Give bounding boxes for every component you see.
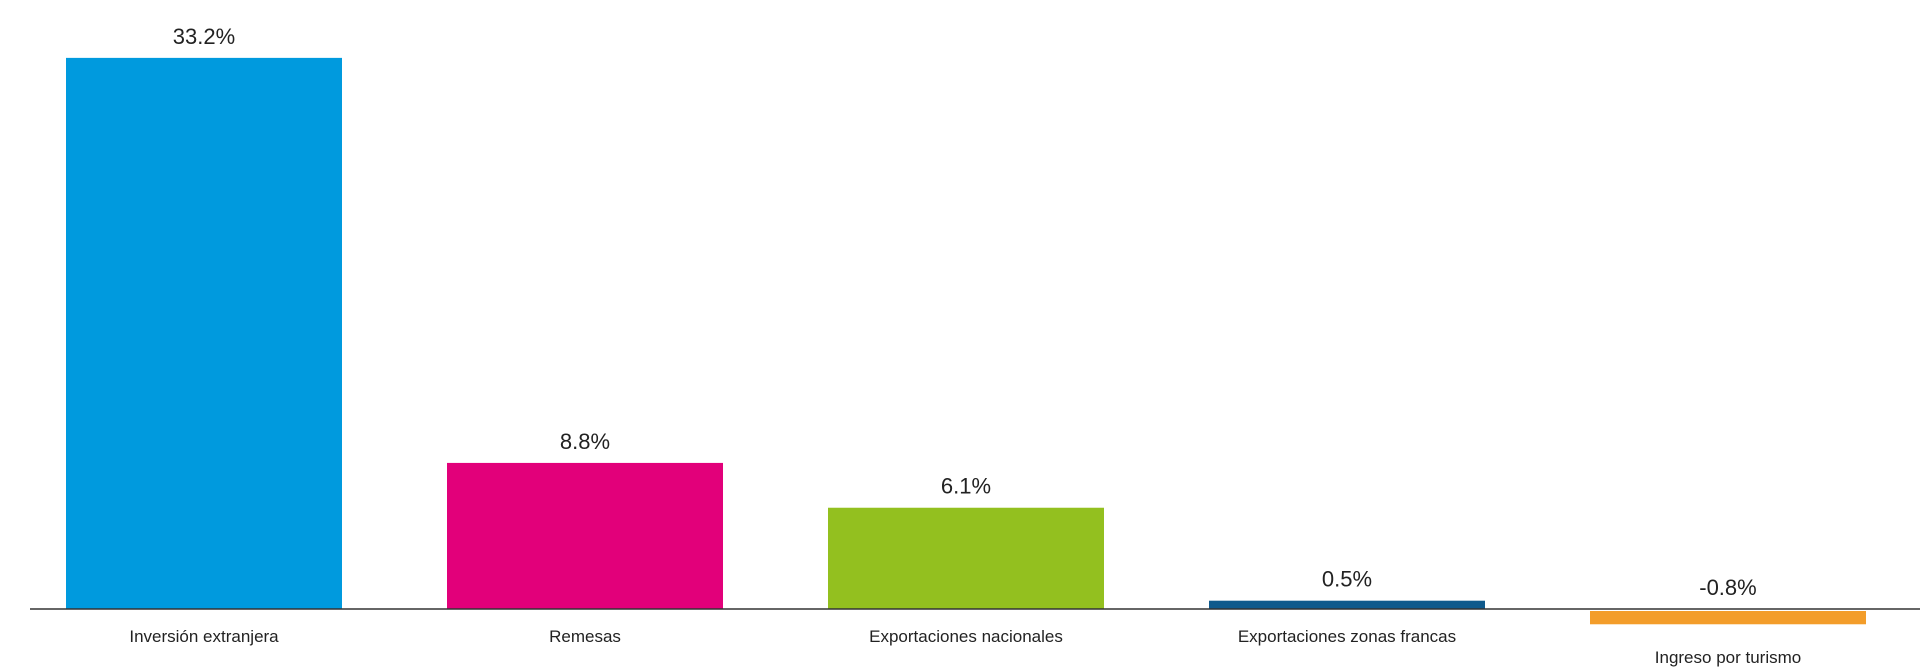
value-label-4: 0.5%: [1322, 567, 1372, 592]
category-label-4: Exportaciones zonas francas: [1238, 627, 1456, 646]
category-label-2: Remesas: [549, 627, 621, 646]
bar-1: [66, 57, 342, 609]
bar-3: [828, 507, 1104, 609]
value-label-3: 6.1%: [941, 474, 991, 499]
bar-2: [447, 462, 723, 609]
category-label-1: Inversión extranjera: [129, 627, 279, 646]
category-label-3: Exportaciones nacionales: [869, 627, 1063, 646]
bar-5: [1590, 611, 1866, 625]
category-label-5: Ingreso por turismo: [1655, 648, 1801, 667]
bar-4: [1209, 600, 1485, 609]
value-label-1: 33.2%: [173, 24, 235, 49]
bars-group: [66, 57, 1866, 625]
category-labels-group: Inversión extranjera Remesas Exportaciones…: [129, 627, 1801, 667]
value-label-2: 8.8%: [560, 429, 610, 454]
value-label-5: -0.8%: [1699, 575, 1756, 600]
value-labels-group: 33.2% 8.8% 6.1% 0.5% -0.8%: [173, 24, 1757, 600]
